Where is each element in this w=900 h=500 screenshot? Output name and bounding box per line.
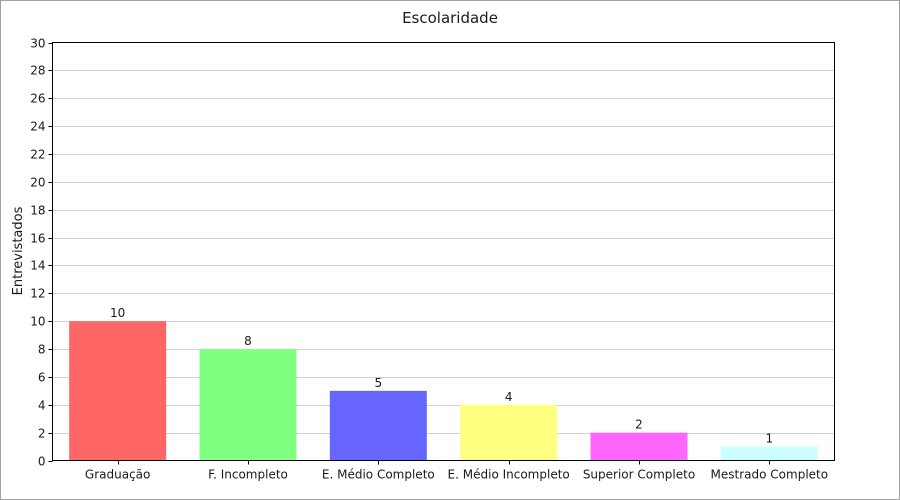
y-tick-label: 8 <box>38 343 46 357</box>
x-category-label: E. Médio Incompleto <box>448 468 570 482</box>
bar[interactable] <box>460 404 558 461</box>
plot-area-border <box>52 42 835 461</box>
x-category-label: Graduação <box>85 468 150 482</box>
bar[interactable] <box>590 432 688 461</box>
y-tick-label: 28 <box>30 64 45 78</box>
x-category-label: Mestrado Completo <box>711 468 829 482</box>
y-tick-label: 20 <box>30 176 45 190</box>
bar-value-label: 1 <box>766 432 774 446</box>
bars <box>69 321 818 461</box>
y-tick-label: 10 <box>30 315 45 329</box>
y-tick-label: 12 <box>30 287 45 301</box>
chart-title: Escolaridade <box>402 9 498 27</box>
y-tick-label: 30 <box>30 37 45 51</box>
y-tick-label: 22 <box>30 148 45 162</box>
y-tick-label: 26 <box>30 92 45 106</box>
x-axis-ticks: Graduação F. Incompleto E. Médio Completo E… <box>85 460 829 482</box>
bar-value-label: 10 <box>110 306 125 320</box>
bar-value-label: 4 <box>505 390 513 404</box>
y-tick-label: 2 <box>38 427 46 441</box>
x-category-label: F. Incompleto <box>208 468 288 482</box>
y-tick-label: 6 <box>38 371 46 385</box>
y-tick-label: 0 <box>38 455 46 469</box>
y-tick-label: 24 <box>30 120 45 134</box>
y-axis-title: Entrevistados <box>11 206 26 295</box>
x-category-label: Superior Completo <box>583 468 695 482</box>
bar-value-label: 2 <box>635 418 643 432</box>
x-category-label: E. Médio Completo <box>322 468 435 482</box>
bar-value-label: 5 <box>375 376 383 390</box>
y-tick-label: 16 <box>30 232 45 246</box>
bar[interactable] <box>720 446 818 461</box>
value-labels: 10 8 5 4 2 1 <box>110 306 773 445</box>
gridlines <box>52 70 835 434</box>
bar[interactable] <box>69 321 167 461</box>
bar[interactable] <box>329 390 427 461</box>
bar[interactable] <box>199 349 297 461</box>
y-tick-label: 4 <box>38 399 46 413</box>
y-tick-label: 18 <box>30 204 45 218</box>
bar-value-label: 8 <box>244 334 252 348</box>
y-tick-label: 14 <box>30 259 45 273</box>
